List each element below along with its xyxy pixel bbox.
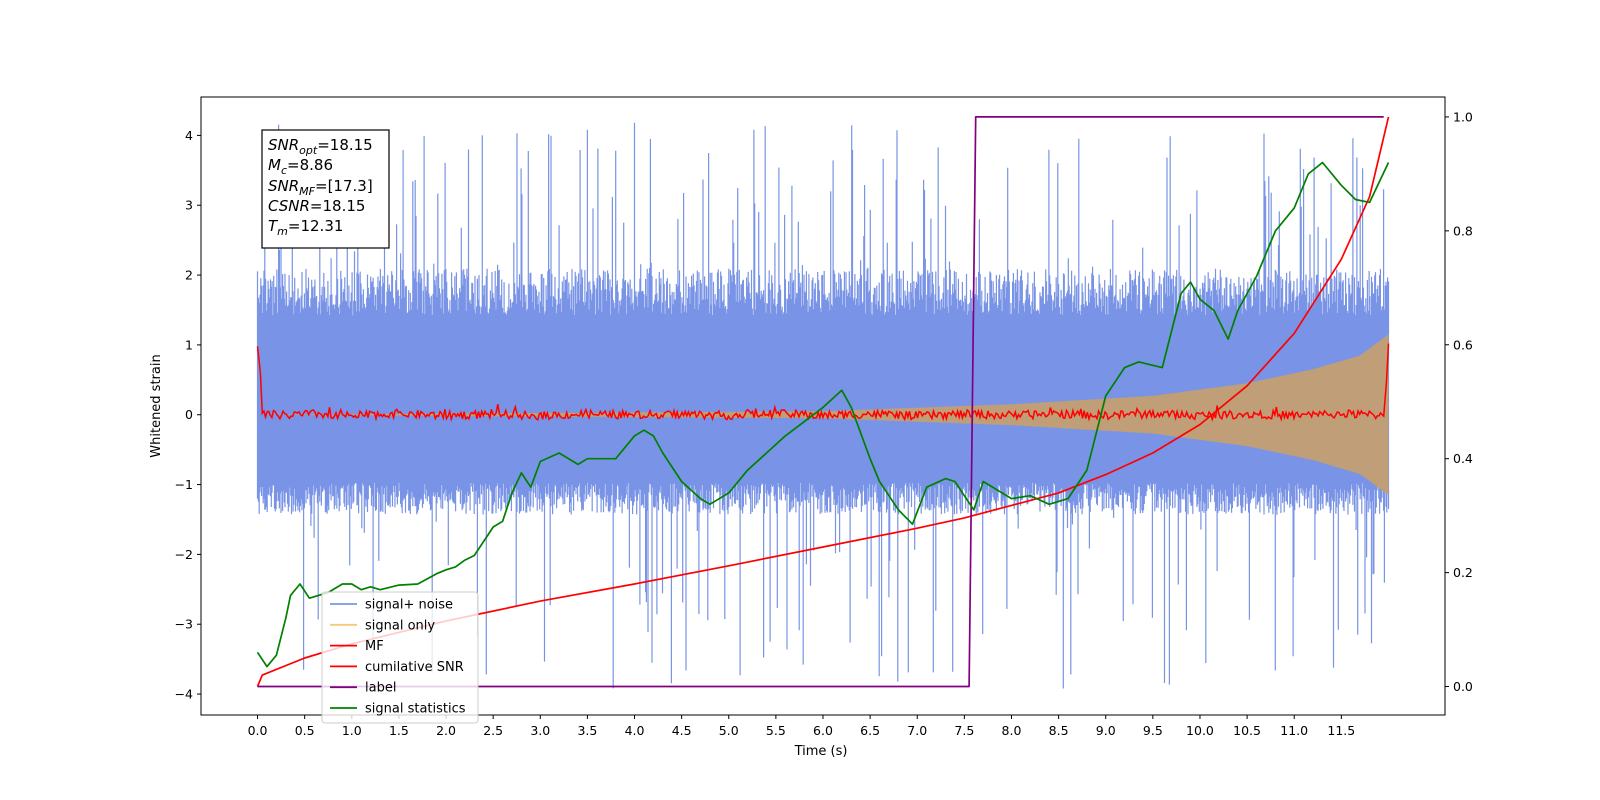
y-left-tick-label: −2 <box>175 547 193 562</box>
x-tick-label: 2.5 <box>483 723 503 738</box>
x-tick-label: 8.0 <box>1002 723 1022 738</box>
x-tick-label: 5.0 <box>719 723 739 738</box>
y-left-tick-label: −1 <box>175 477 193 492</box>
annotation-line: SNRMF=[17.3] <box>268 177 373 198</box>
y-left-tick-label: −3 <box>175 617 193 632</box>
y-left-tick-label: 2 <box>185 268 193 283</box>
y-right-tick-label: 0.2 <box>1453 565 1473 580</box>
x-tick-label: 0.0 <box>248 723 268 738</box>
legend-frame <box>321 591 479 724</box>
right-y-axis-ticks: 1.0 0.8 0.6 0.4 0.2 0.0 <box>1445 109 1473 694</box>
x-tick-label: 10.5 <box>1233 723 1261 738</box>
y-axis-label: Whitened strain <box>149 354 164 457</box>
series-signal-only <box>257 334 1389 495</box>
y-left-tick-label: −4 <box>175 687 193 702</box>
legend: signal+ noise signal only MF cumilative SNR… <box>321 591 479 724</box>
annotation-line: SNRopt=18.15 <box>268 136 373 157</box>
y-right-tick-label: 1.0 <box>1453 109 1473 124</box>
left-y-axis-ticks: 4 3 2 1 0 −1 −2 −3 −4 <box>175 128 201 702</box>
x-tick-label: 5.5 <box>766 723 786 738</box>
x-tick-label: 7.0 <box>907 723 927 738</box>
annotation-frame <box>261 129 390 249</box>
y-right-tick-label: 0.6 <box>1453 337 1473 352</box>
x-tick-label: 3.5 <box>577 723 597 738</box>
series-mf <box>256 343 1390 423</box>
plot-area <box>256 116 1390 689</box>
x-axis-label: Time (s) <box>794 744 848 759</box>
series-label <box>257 116 1384 688</box>
y-left-tick-label: 4 <box>185 128 193 143</box>
mf-line <box>256 343 1390 423</box>
signal-statistics-line <box>256 161 1390 668</box>
annotation-line: Tm=12.31 <box>268 217 343 238</box>
x-tick-label: 2.0 <box>436 723 456 738</box>
x-tick-label: 9.0 <box>1096 723 1116 738</box>
y-left-tick-label: 3 <box>185 198 193 213</box>
legend-label: signal+ noise <box>365 598 453 613</box>
legend-label: cumilative SNR <box>365 660 464 675</box>
y-right-tick-label: 0.0 <box>1453 679 1473 694</box>
x-tick-label: 9.5 <box>1143 723 1163 738</box>
y-right-tick-label: 0.4 <box>1453 451 1473 466</box>
x-tick-label: 6.0 <box>813 723 833 738</box>
x-tick-label: 4.5 <box>672 723 692 738</box>
legend-label: signal only <box>365 618 435 633</box>
y-left-tick-label: 1 <box>185 337 193 352</box>
x-tick-label: 3.0 <box>530 723 550 738</box>
label-line <box>257 116 1384 688</box>
series-signal-statistics <box>256 161 1390 668</box>
x-tick-label: 1.5 <box>389 723 409 738</box>
x-tick-label: 7.5 <box>954 723 974 738</box>
legend-label: label <box>365 681 396 696</box>
x-tick-label: 11.5 <box>1327 723 1355 738</box>
annotation-line: Mc=8.86 <box>268 156 333 177</box>
x-tick-label: 8.5 <box>1049 723 1069 738</box>
x-tick-label: 0.5 <box>295 723 315 738</box>
y-right-tick-label: 0.8 <box>1453 223 1473 238</box>
signal-only-envelope <box>257 334 1389 495</box>
x-tick-label: 6.5 <box>860 723 880 738</box>
y-left-tick-label: 0 <box>185 407 193 422</box>
annotation-line: CSNR=18.15 <box>268 197 365 215</box>
legend-label: signal statistics <box>365 702 466 717</box>
x-tick-label: 1.0 <box>342 723 362 738</box>
x-tick-label: 4.0 <box>625 723 645 738</box>
legend-label: MF <box>365 639 384 654</box>
x-tick-label: 10.0 <box>1186 723 1214 738</box>
x-tick-label: 11.0 <box>1280 723 1308 738</box>
stats-annotation-box: SNRopt=18.15Mc=8.86SNRMF=[17.3]CSNR=18.1… <box>261 129 390 249</box>
